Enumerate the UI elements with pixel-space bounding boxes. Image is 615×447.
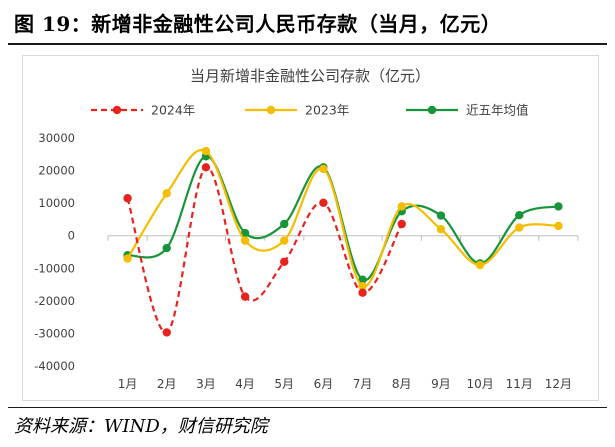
series-line [126,148,559,288]
y-tick-label: 20000 [38,164,75,178]
figure-title: 图 19：新增非金融性公司人民币存款（当月，亿元） [14,12,502,36]
data-point [397,202,406,211]
data-point [162,243,171,253]
data-point [475,260,485,270]
x-axis: 1月 2月 3月 4月 5月 6月 7月 8月 9月 10月 11月 12月 [107,235,579,391]
x-tick-label: 12月 [545,377,572,391]
x-tick-label: 2月 [157,377,177,391]
data-point [554,221,563,231]
data-point [319,198,328,208]
y-tick-label: -20000 [34,294,75,308]
x-tick-label: 10月 [466,377,493,391]
data-point [240,228,250,238]
source-note: 资料来源：WIND，财信研究院 [14,416,268,437]
x-tick-label: 5月 [274,377,294,391]
data-point [123,194,132,203]
data-point [515,210,524,220]
x-tick-label: 11月 [506,377,533,391]
legend-swatch-marker [266,105,276,115]
x-tick-label: 3月 [196,377,216,391]
data-point [358,288,367,297]
data-point [436,225,446,234]
chart-title: 当月新增非金融性公司存款（亿元） [190,67,430,85]
data-point [240,292,250,301]
data-point [162,189,171,198]
data-point [123,254,132,263]
data-point [240,236,250,245]
line-chart: 当月新增非金融性公司存款（亿元） 2024年 2023年 近五年均值 30000 20… [34,67,579,391]
top-rule [8,43,607,45]
data-point [397,219,406,229]
y-tick-label: -10000 [34,261,75,275]
data-point [436,211,446,220]
y-tick-label: 30000 [38,131,75,145]
data-point [201,146,211,156]
data-point [280,236,289,245]
bottom-rule [8,407,607,408]
series-line [127,155,559,281]
y-tick-label: -40000 [34,359,75,373]
plot-area [123,146,563,337]
data-point [280,257,289,266]
y-tick-label: -30000 [34,326,75,340]
legend-label: 2024年 [151,103,195,118]
x-tick-label: 8月 [392,377,412,391]
x-tick-label: 9月 [431,377,451,391]
chart-container: 当月新增非金融性公司存款（亿元） 2024年 2023年 近五年均值 30000 20… [22,55,599,401]
x-tick-label: 1月 [118,377,138,391]
data-point [319,164,328,174]
legend-swatch-marker [112,105,122,115]
legend-swatch-marker [427,105,437,115]
y-axis: 30000 20000 10000 0 -10000 -20000 -30000 -40000 [34,131,75,373]
data-point [280,219,289,229]
chart-legend: 2024年 2023年 近五年均值 [91,103,529,118]
legend-label: 2023年 [305,103,349,118]
data-point [358,275,367,284]
legend-label: 近五年均值 [466,103,529,118]
data-point [162,328,171,337]
data-point [358,282,367,291]
data-point [201,163,211,172]
data-point [515,223,524,232]
x-tick-label: 4月 [235,377,255,391]
y-tick-label: 10000 [38,196,75,210]
data-point [554,202,563,211]
y-tick-label: 0 [68,229,75,243]
x-tick-label: 6月 [314,377,334,391]
x-tick-label: 7月 [353,377,373,391]
